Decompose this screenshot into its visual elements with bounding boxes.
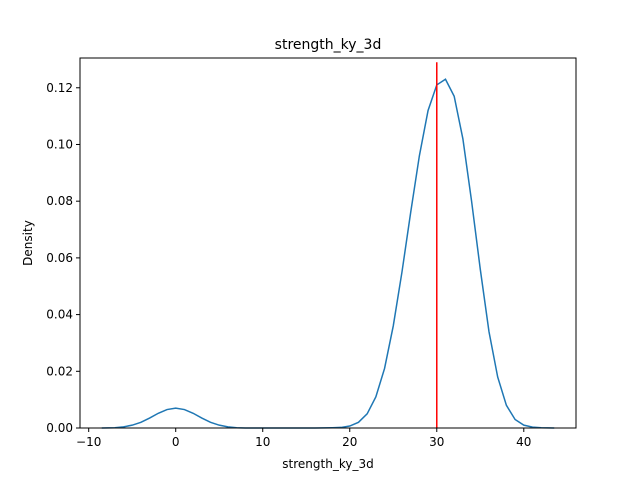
y-tick-label: 0.12 <box>46 81 73 95</box>
x-tick-label: 20 <box>342 435 357 449</box>
y-tick-label: 0.04 <box>46 308 73 322</box>
axes-frame <box>79 57 577 429</box>
x-tick-label: 30 <box>429 435 444 449</box>
y-tick-label: 0.00 <box>46 421 73 435</box>
ticks: −10 0 10 20 30 40 0.00 0.02 0.04 0.06 0.08 0.10 0.12 <box>46 81 531 449</box>
y-tick-label: 0.10 <box>46 137 73 151</box>
x-tick-label: 10 <box>255 435 270 449</box>
plot-area <box>101 62 555 429</box>
x-tick-label: 0 <box>172 435 180 449</box>
y-axis-label: Density <box>21 220 35 266</box>
x-tick-label: 40 <box>516 435 531 449</box>
x-tick-label: −10 <box>76 435 101 449</box>
chart-title: strength_ky_3d <box>275 37 382 53</box>
y-tick-label: 0.06 <box>46 251 73 265</box>
y-tick-label: 0.02 <box>46 364 73 378</box>
x-axis-label: strength_ky_3d <box>282 457 373 471</box>
y-tick-label: 0.08 <box>46 194 73 208</box>
density-curve-0 <box>101 78 555 429</box>
